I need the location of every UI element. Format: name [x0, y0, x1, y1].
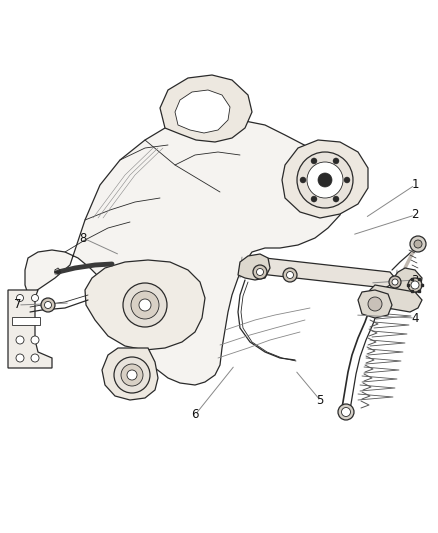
Circle shape	[253, 265, 267, 279]
Polygon shape	[85, 260, 205, 350]
Circle shape	[16, 336, 24, 344]
Circle shape	[408, 278, 422, 292]
Polygon shape	[8, 290, 52, 368]
Text: 4: 4	[411, 311, 419, 325]
Text: 6: 6	[191, 408, 199, 422]
Circle shape	[41, 298, 55, 312]
Circle shape	[311, 158, 317, 164]
Polygon shape	[365, 285, 422, 312]
Circle shape	[123, 283, 167, 327]
Circle shape	[286, 271, 293, 279]
Polygon shape	[238, 254, 270, 280]
Circle shape	[411, 281, 419, 289]
Circle shape	[127, 370, 137, 380]
Circle shape	[410, 236, 426, 252]
Circle shape	[17, 295, 24, 302]
Circle shape	[338, 404, 354, 420]
Polygon shape	[255, 258, 395, 288]
Polygon shape	[282, 140, 368, 218]
Text: 3: 3	[411, 273, 419, 287]
Circle shape	[114, 357, 150, 393]
Text: 1: 1	[411, 179, 419, 191]
Polygon shape	[175, 90, 230, 133]
Circle shape	[389, 276, 401, 288]
Circle shape	[307, 162, 343, 198]
Circle shape	[300, 177, 306, 183]
Text: 7: 7	[14, 298, 22, 311]
Circle shape	[333, 196, 339, 202]
Circle shape	[45, 302, 52, 309]
Circle shape	[311, 196, 317, 202]
Circle shape	[31, 354, 39, 362]
Polygon shape	[102, 348, 158, 400]
Text: 2: 2	[411, 208, 419, 222]
Polygon shape	[392, 268, 422, 296]
Polygon shape	[358, 290, 392, 318]
Circle shape	[333, 158, 339, 164]
Circle shape	[283, 268, 297, 282]
Text: 8: 8	[79, 231, 87, 245]
Circle shape	[342, 408, 350, 416]
Polygon shape	[25, 118, 345, 385]
Circle shape	[257, 269, 264, 276]
Text: 5: 5	[316, 393, 324, 407]
Circle shape	[121, 364, 143, 386]
Circle shape	[414, 240, 422, 248]
Circle shape	[131, 291, 159, 319]
Circle shape	[297, 152, 353, 208]
Bar	[12, 317, 40, 325]
Circle shape	[32, 295, 39, 302]
Circle shape	[16, 354, 24, 362]
Circle shape	[318, 173, 332, 187]
Polygon shape	[160, 75, 252, 142]
Circle shape	[31, 336, 39, 344]
Circle shape	[368, 297, 382, 311]
Circle shape	[392, 279, 398, 285]
Circle shape	[139, 299, 151, 311]
Circle shape	[344, 177, 350, 183]
